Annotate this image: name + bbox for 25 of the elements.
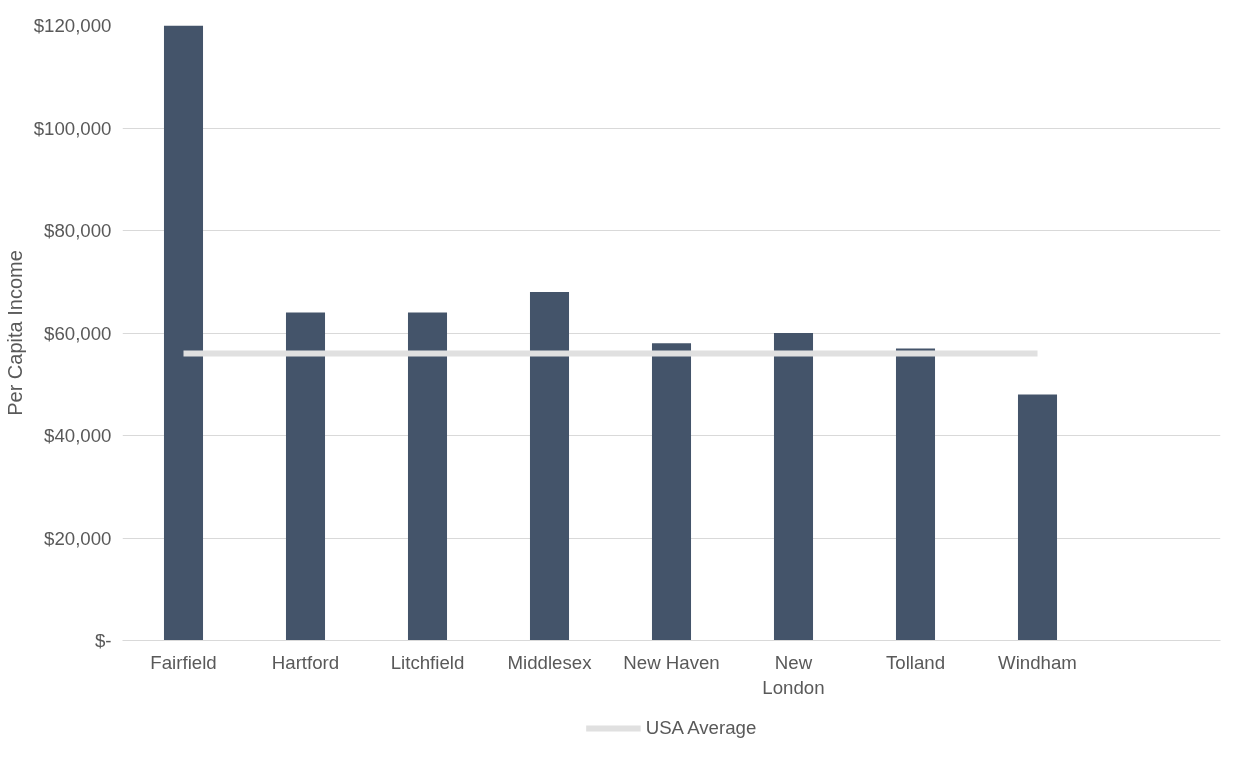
y-tick-label: $- [94,630,112,651]
y-tick-label: $40,000 [44,425,112,446]
x-tick-label: Middlesex [507,651,593,673]
x-tick-label: Tolland [885,651,946,673]
bar [285,312,326,641]
x-tick-label: Litchfield [390,651,465,673]
bar [1017,394,1058,641]
y-tick-label: $20,000 [44,527,112,549]
bar [529,292,570,641]
legend-label: USA Average [645,716,757,739]
y-tick-label: $120,000 [33,15,112,36]
y-tick-label: $60,000 [44,322,112,344]
bar [773,333,814,641]
x-tick-label: New London [762,651,825,698]
bar [651,343,692,641]
bar [407,312,448,641]
y-tick-label: $100,000 [33,117,112,139]
x-tick-label: Windham [998,651,1077,673]
y-axis-title: Per Capita Income [3,250,26,416]
x-tick-label: New Haven [623,651,720,673]
x-tick-label: Hartford [271,651,340,673]
x-tick-label: Fairfield [150,651,217,673]
bar [895,348,936,641]
bar [163,25,204,641]
y-tick-label: $80,000 [44,220,112,241]
